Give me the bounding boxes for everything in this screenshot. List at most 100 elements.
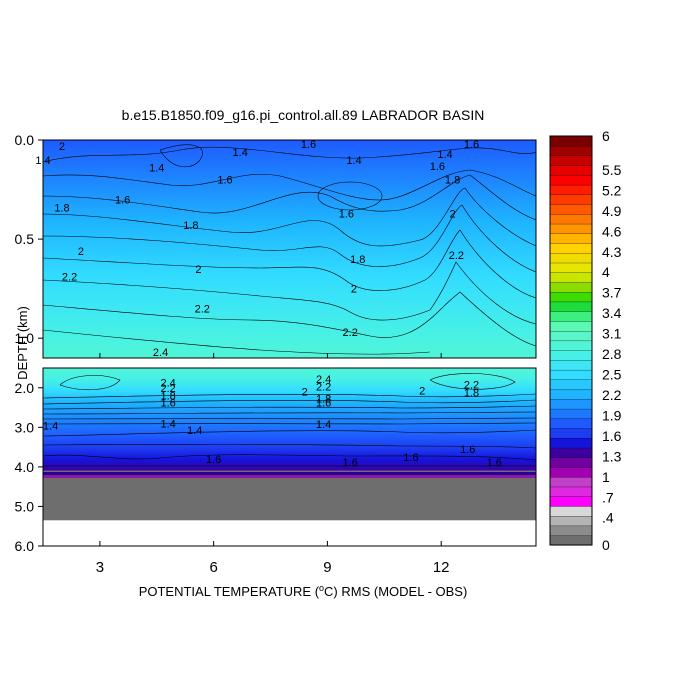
contour-line <box>43 261 536 325</box>
contour-label: 2 <box>302 387 308 399</box>
bottom-bathymetry-line <box>43 472 536 475</box>
colorbar-swatch <box>549 165 593 176</box>
colorbar-label: 3.7 <box>602 285 622 301</box>
colorbar-swatch <box>549 155 593 166</box>
colorbar-label: 5.2 <box>602 182 622 198</box>
contour-line <box>43 405 536 410</box>
colorbar-swatch <box>549 204 593 215</box>
colorbar-label: 4.6 <box>602 223 622 239</box>
contour-label: 1.8 <box>54 202 69 214</box>
upper-panel: 2 1.41.61.41.61.41.41.41.61.81.61.81.61.6… <box>35 139 537 359</box>
colorbar-swatch <box>549 486 593 497</box>
contour-label: 1.8 <box>160 391 175 403</box>
contour-line <box>59 375 121 391</box>
x-axis-label-unit-superscript: o <box>319 583 324 593</box>
contour-label: 2.4 <box>153 347 168 359</box>
contour-line <box>43 146 536 163</box>
colorbar-label: 6 <box>602 128 610 144</box>
colorbar-swatch <box>549 135 593 147</box>
colorbar-swatch <box>549 145 593 157</box>
contour-label: 2 <box>450 208 456 220</box>
colorbar-label: 5.5 <box>602 162 622 178</box>
colorbar-label: 4.9 <box>602 203 622 219</box>
contour-label: 1.8 <box>464 388 479 400</box>
contour-label: 2.2 <box>195 303 210 315</box>
colorbar-label: 2.2 <box>602 387 622 403</box>
contour-line <box>43 399 536 405</box>
colorbar-swatch <box>549 194 593 205</box>
contour-label: 1.6 <box>343 457 358 469</box>
contour-line <box>43 393 536 399</box>
contour-label: 1.6 <box>217 175 232 187</box>
colorbar-label: 3.4 <box>602 305 622 321</box>
colorbar-swatch <box>549 233 593 244</box>
colorbar-label: 0 <box>602 537 610 553</box>
colorbar-swatch <box>549 281 593 293</box>
colorbar-swatch <box>549 320 593 332</box>
contour-label: 2 <box>195 264 201 276</box>
colorbar-swatch <box>549 398 593 410</box>
colorbar-swatch <box>549 252 593 264</box>
lower-contour-labels: 2.4 2.42.2 2.22 2 2.21.81.8 1.81.6 1.61.4 1.41.… <box>43 374 502 469</box>
contour-label: 2.4 <box>316 374 331 386</box>
ocean-floor-region <box>43 470 536 521</box>
chart-title: b.e15.B1850.f09_g16.pi_control.all.89 LA… <box>122 107 485 123</box>
upper-panel-frame <box>42 139 537 359</box>
contour-line <box>43 229 536 299</box>
colorbar-labels: 6 5.5 5.2 4.9 4.6 4.3 4 3.7 3.4 3.1 2.8 2.5 2.2 1.9 1.… <box>602 128 622 553</box>
x-axis-label: POTENTIAL TEMPERATURE (oC) RMS (MODEL - … <box>139 583 468 599</box>
contour-line <box>43 417 536 420</box>
y-tick-label: 4.0 <box>15 459 35 475</box>
colorbar-label: 1 <box>602 469 610 485</box>
lower-panel-field <box>43 368 536 471</box>
colorbar-swatch <box>549 515 593 527</box>
contour-label: 2.4 <box>160 378 175 390</box>
colorbar-swatch <box>549 350 593 361</box>
bottom-purple-band <box>43 475 536 478</box>
contour-label: 1.4 <box>187 425 202 437</box>
x-axis: 3 6 9 12 <box>96 353 450 576</box>
contour-label: 1.4 <box>233 147 248 159</box>
colorbar-swatch <box>549 301 593 312</box>
upper-contour-labels: 2 1.41.61.41.61.41.41.41.61.81.61.81.61.6… <box>35 139 479 359</box>
colorbar-swatch <box>549 496 593 507</box>
contour-label: 2.2 <box>343 327 358 339</box>
x-tick-label: 12 <box>433 559 450 576</box>
contour-line <box>43 174 536 221</box>
contour-label: 2 <box>78 246 84 258</box>
x-tick-label: 9 <box>323 559 331 576</box>
x-tick-label: 3 <box>96 559 104 576</box>
colorbar-swatch <box>549 447 593 458</box>
contour-line <box>317 181 383 211</box>
contour-label: 1.4 <box>149 163 164 175</box>
contour-label: 1.6 <box>403 452 418 464</box>
colorbar-swatch <box>549 369 593 381</box>
colorbar-swatch <box>549 242 593 254</box>
contour-label: 1.6 <box>430 161 445 173</box>
y-tick-label: 3.0 <box>15 419 35 435</box>
colorbar-swatch <box>549 457 593 468</box>
colorbar-label: 3.1 <box>602 326 622 342</box>
contour-line <box>43 291 536 347</box>
contour-label: 2.2 <box>160 383 175 395</box>
colorbar-label: .4 <box>602 510 614 526</box>
contour-label: 1.4 <box>160 418 175 430</box>
colorbar-swatch <box>549 184 593 195</box>
contour-line <box>43 444 536 449</box>
lower-contours <box>43 373 536 467</box>
colorbar-label: 4 <box>602 264 610 280</box>
colorbar-label: 1.3 <box>602 448 622 464</box>
contour-label: 2.2 <box>464 380 479 392</box>
colorbar-swatch <box>549 213 593 225</box>
contour-label: 1.6 <box>206 454 221 466</box>
x-axis-label-suffix: C) RMS (MODEL - OBS) <box>324 584 467 599</box>
colorbar-swatch <box>549 340 593 351</box>
contour-line <box>429 373 516 390</box>
colorbar-swatch <box>549 535 593 546</box>
y-tick-label: 6.0 <box>15 538 35 554</box>
colorbar-label: 2.5 <box>602 367 622 383</box>
contour-line <box>159 144 203 168</box>
contour-label: 1.6 <box>487 457 502 469</box>
contour-label: 1.4 <box>346 155 361 167</box>
